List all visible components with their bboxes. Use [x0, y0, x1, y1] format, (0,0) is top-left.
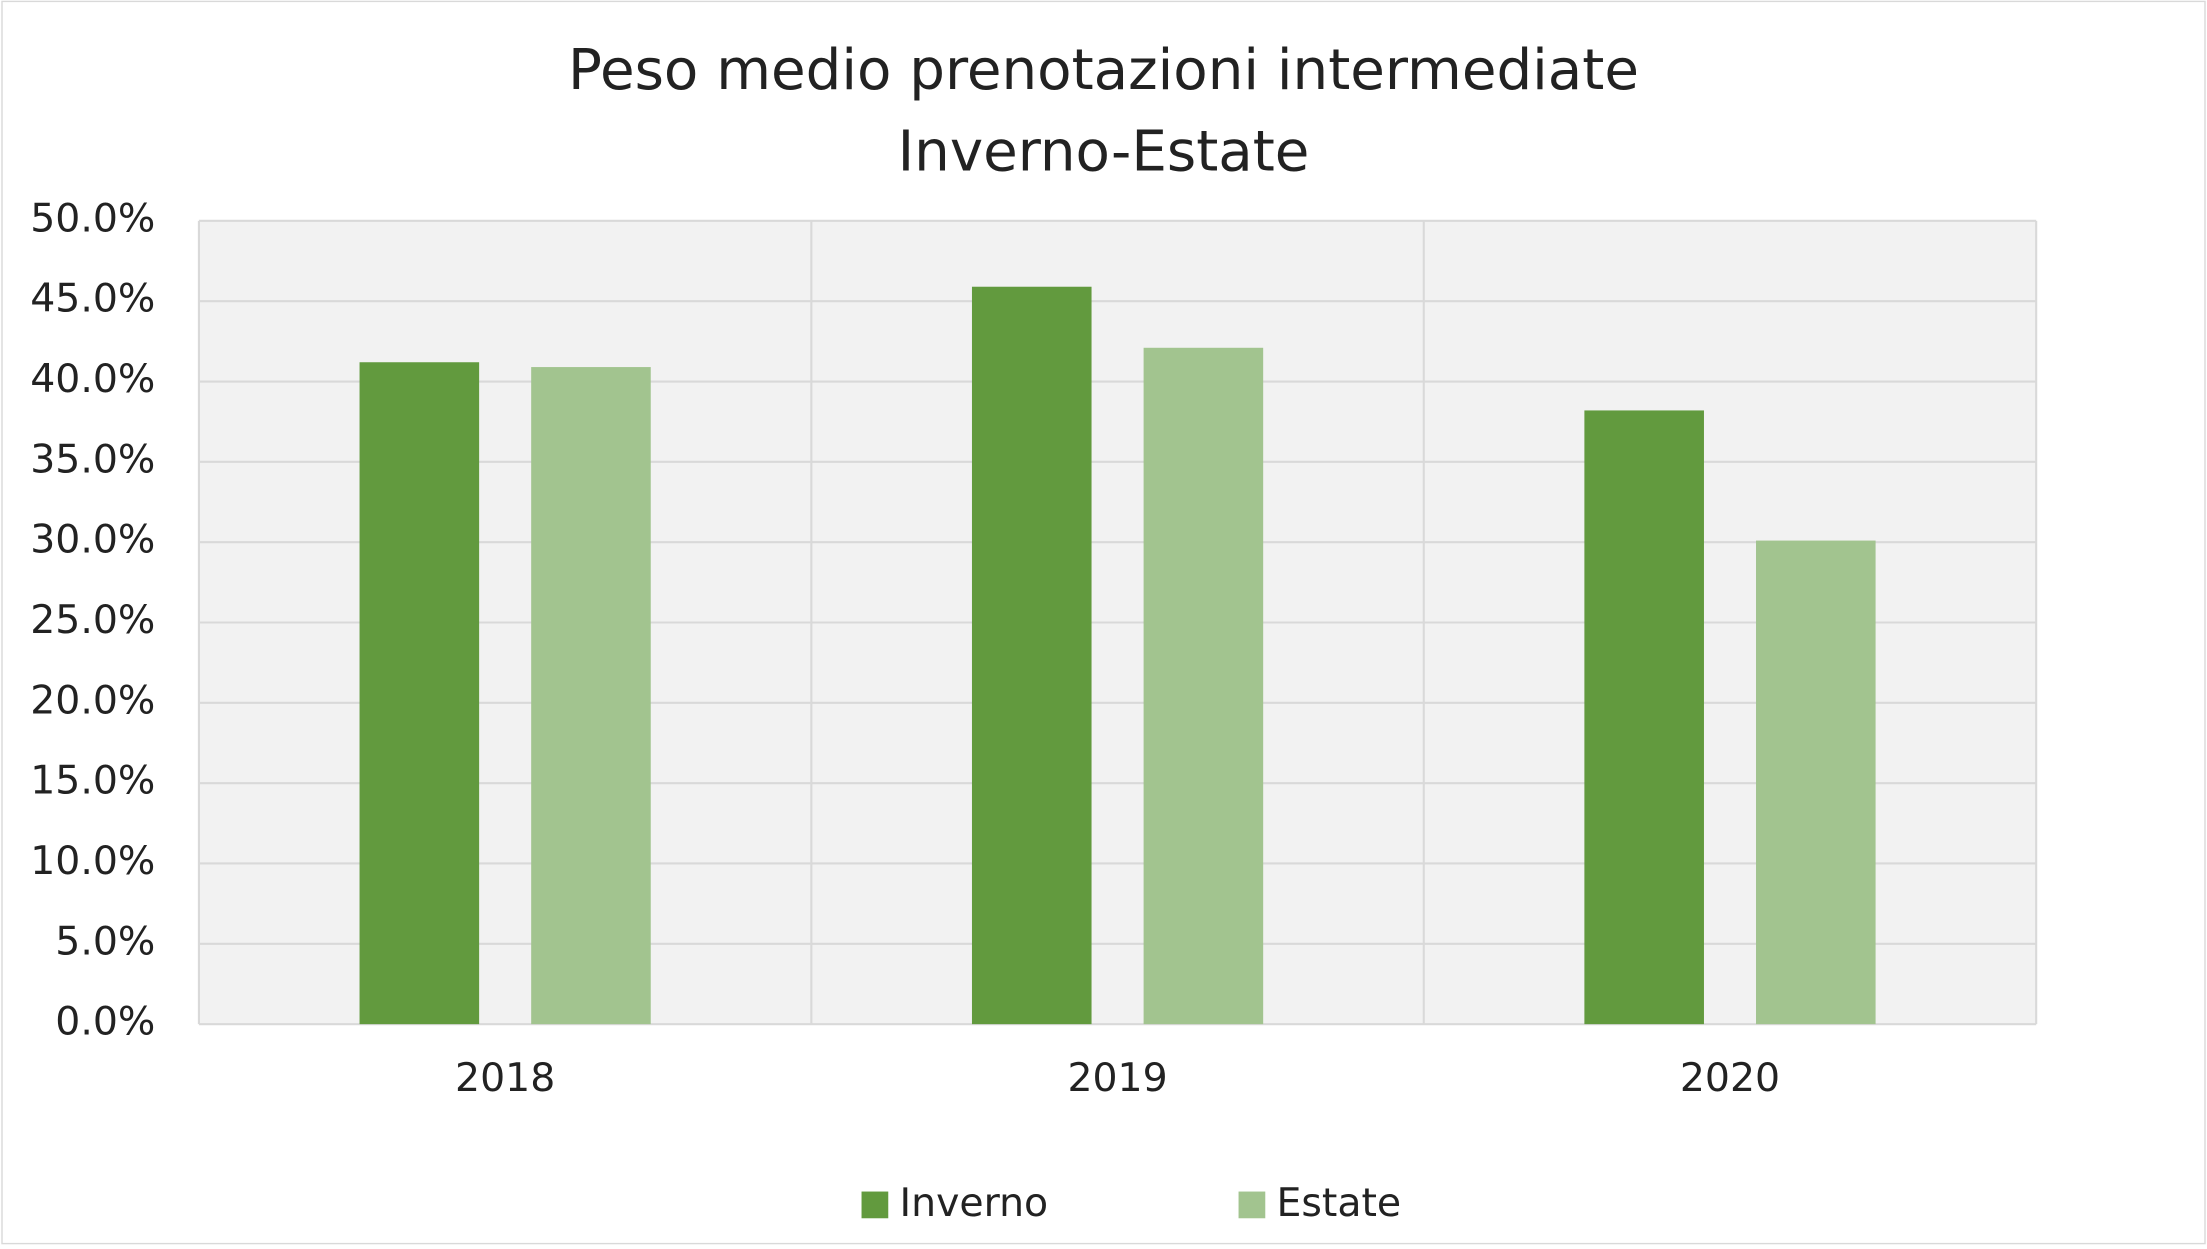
y-tick-label: 0.0%	[55, 999, 155, 1045]
chart-subtitle: Inverno-Estate	[898, 119, 1310, 184]
legend-swatch	[1238, 1191, 1266, 1219]
x-tick-label: 2018	[455, 1055, 555, 1101]
y-tick-label: 5.0%	[55, 918, 155, 964]
y-tick-label: 50.0%	[30, 195, 155, 241]
x-tick-label: 2020	[1680, 1055, 1780, 1101]
y-tick-label: 40.0%	[30, 356, 155, 402]
bar	[1143, 347, 1264, 1025]
x-tick-label: 2019	[1067, 1055, 1167, 1101]
bar	[359, 362, 480, 1025]
bar	[1584, 410, 1704, 1025]
chart-title: Peso medio prenotazioni intermediate	[568, 38, 1639, 103]
bar	[971, 286, 1092, 1025]
y-tick-label: 30.0%	[30, 517, 155, 563]
y-tick-label: 25.0%	[30, 597, 155, 643]
y-tick-label: 10.0%	[30, 838, 155, 884]
y-tick-label: 15.0%	[30, 758, 155, 804]
y-tick-label: 35.0%	[30, 436, 155, 482]
legend-swatch	[861, 1191, 889, 1219]
y-tick-label: 45.0%	[30, 276, 155, 322]
bar	[1756, 540, 1876, 1025]
bar	[531, 367, 651, 1025]
legend-label: Inverno	[900, 1180, 1049, 1226]
legend-label: Estate	[1277, 1180, 1402, 1226]
y-tick-label: 20.0%	[30, 677, 155, 723]
